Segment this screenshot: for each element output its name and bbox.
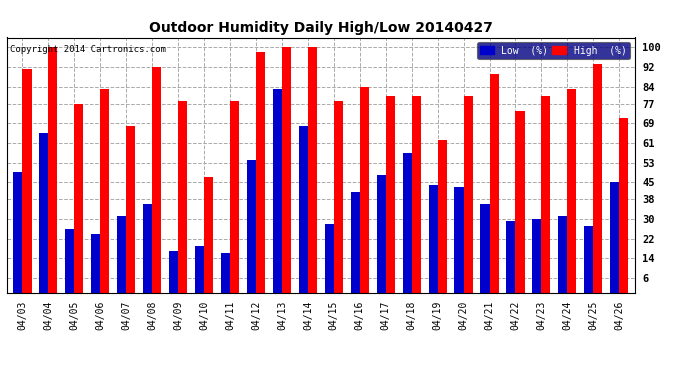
Bar <box>542 96 551 292</box>
Bar <box>308 47 317 292</box>
Bar <box>91 234 100 292</box>
Bar <box>75 104 83 292</box>
Bar <box>126 126 135 292</box>
Bar <box>247 160 256 292</box>
Bar <box>204 177 213 292</box>
Bar <box>48 47 57 292</box>
Bar <box>386 96 395 292</box>
Bar <box>143 204 152 292</box>
Bar <box>515 111 524 292</box>
Bar <box>282 47 291 292</box>
Bar <box>66 229 75 292</box>
Bar <box>13 172 23 292</box>
Bar <box>273 89 282 292</box>
Bar <box>412 96 421 292</box>
Bar <box>464 96 473 292</box>
Bar <box>325 224 334 292</box>
Bar <box>256 52 265 292</box>
Bar <box>221 253 230 292</box>
Bar <box>100 89 110 292</box>
Bar <box>619 118 629 292</box>
Legend: Low  (%), High  (%): Low (%), High (%) <box>477 42 630 59</box>
Bar <box>428 184 437 292</box>
Bar <box>299 126 308 292</box>
Bar <box>377 175 386 292</box>
Bar <box>195 246 204 292</box>
Title: Outdoor Humidity Daily High/Low 20140427: Outdoor Humidity Daily High/Low 20140427 <box>149 21 493 35</box>
Bar <box>334 101 343 292</box>
Bar <box>152 67 161 292</box>
Bar <box>23 69 32 292</box>
Bar <box>558 216 567 292</box>
Bar <box>480 204 489 292</box>
Bar <box>39 133 48 292</box>
Bar <box>359 87 369 292</box>
Bar <box>455 187 464 292</box>
Bar <box>610 182 619 292</box>
Bar <box>230 101 239 292</box>
Bar <box>437 141 446 292</box>
Text: Copyright 2014 Cartronics.com: Copyright 2014 Cartronics.com <box>10 45 166 54</box>
Bar <box>402 153 412 292</box>
Bar <box>584 226 593 292</box>
Bar <box>178 101 187 292</box>
Bar <box>489 74 499 292</box>
Bar <box>169 251 178 292</box>
Bar <box>593 64 602 292</box>
Bar <box>351 192 359 292</box>
Bar <box>117 216 126 292</box>
Bar <box>506 221 515 292</box>
Bar <box>567 89 576 292</box>
Bar <box>532 219 542 292</box>
